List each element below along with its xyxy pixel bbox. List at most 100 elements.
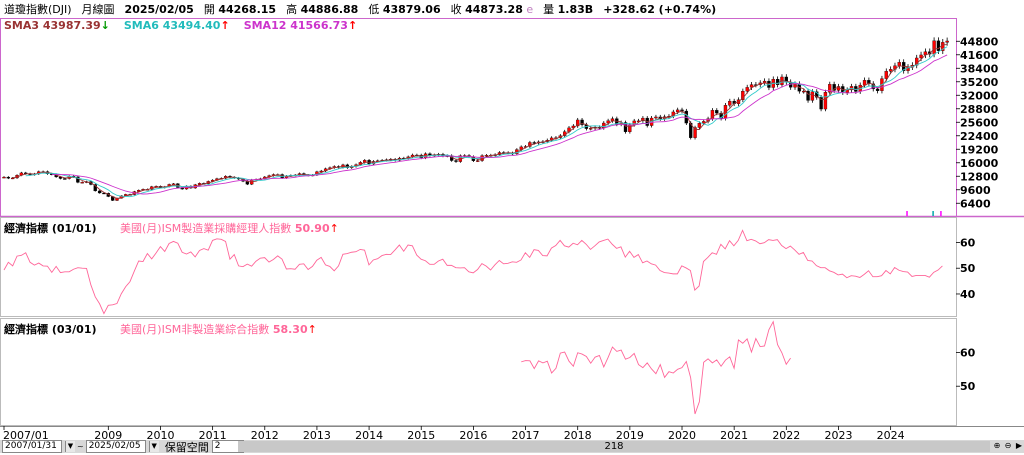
indicator2-frame: [0, 318, 957, 426]
period-label[interactable]: 月線圖: [81, 3, 115, 16]
indicator2-value: 58.30: [272, 323, 308, 336]
candle-body: [454, 160, 458, 162]
volume-bar: [940, 211, 942, 216]
indicator1-panel-label[interactable]: 經濟指標 (01/01): [4, 222, 97, 235]
start-date-value: 2007/01/31: [5, 441, 57, 451]
time-tick-label: 2013: [303, 429, 331, 440]
price-panel-frame: [0, 18, 957, 217]
sma-lines: [12, 44, 948, 199]
price-tick-label: 28800: [960, 103, 999, 116]
candle-body: [819, 97, 823, 110]
candle-body: [806, 90, 810, 101]
volume-value: 1.83B: [557, 3, 594, 16]
candle-body: [93, 184, 97, 192]
time-tick-label: 2010: [146, 429, 174, 440]
indicator1-axis: 60 50 40: [956, 236, 976, 301]
quote-header: 道瓊指數(DJI) 月線圖 2025/02/05 開 44268.15 高 44…: [0, 0, 1024, 18]
end-date-dropdown-icon[interactable]: ▼: [148, 441, 159, 452]
time-tick-label: 2022: [772, 429, 800, 440]
time-tick-label: 2017: [512, 429, 540, 440]
indicator-tick-label: 40: [960, 288, 976, 301]
price-tick-label: 6400: [960, 197, 991, 210]
sma12-legend-text: SMA12 41566.73: [243, 19, 348, 32]
indicator1-value: 50.90: [294, 222, 330, 235]
time-axis: 2007/01 2009 2010 2011 2012 2013 2014 2015 2016 2…: [3, 426, 905, 440]
price-tick-label: 19200: [960, 143, 999, 156]
sma6-line: [25, 46, 948, 198]
time-tick-label: 2012: [251, 429, 279, 440]
indicator-tick-label: 60: [960, 346, 976, 359]
time-tick-label: 2014: [355, 429, 383, 440]
time-scrollbar[interactable]: 218: [238, 441, 990, 452]
indicator-line: [3, 229, 943, 315]
time-tick-label: 2016: [459, 429, 487, 440]
candlestick-series: [2, 37, 949, 202]
start-date-select[interactable]: 2007/01/31: [2, 440, 62, 453]
price-tick-label: 22400: [960, 130, 999, 143]
volume-bar: [906, 211, 908, 216]
low-group: 低 43879.06: [368, 1, 440, 17]
symbol-title[interactable]: 道瓊指數(DJI): [4, 3, 72, 16]
candle-body: [63, 178, 67, 180]
sma6-up-arrow-icon: ↑: [220, 19, 230, 32]
open-value: 44268.15: [218, 3, 277, 16]
candle-body: [11, 177, 15, 180]
candle-body: [532, 142, 536, 144]
indicator2-axis: 60 50: [956, 346, 976, 393]
sma3-legend[interactable]: SMA3 43987.39↓: [4, 19, 110, 32]
sma12-legend[interactable]: SMA12 41566.73↑: [244, 19, 358, 32]
candle-body: [862, 80, 867, 86]
price-tick-label: 44800: [960, 35, 999, 48]
candle-body: [675, 109, 680, 113]
indicator1-frame: [0, 217, 957, 317]
volume-label: 量: [543, 3, 555, 16]
high-label: 高: [286, 3, 298, 16]
end-date-select[interactable]: 2025/02/05: [85, 440, 146, 453]
indicator2-legend: 美國(月)ISM非製造業綜合指數 58.30↑: [120, 321, 317, 337]
candle-body: [936, 40, 941, 51]
candle-body: [802, 90, 806, 93]
sma6-legend[interactable]: SMA6 43494.40↑: [124, 19, 230, 32]
bottom-toolbar: 2007/01/31 ▼ ~ 2025/02/05 ▼ 保留空間 2 ◆ 218…: [0, 440, 1024, 454]
zoom-in-icon[interactable]: ⊕: [993, 441, 1001, 450]
scroll-position: 218: [604, 441, 624, 452]
candle-body: [576, 119, 580, 127]
time-tick-label: 2015: [407, 429, 435, 440]
candle-body: [775, 79, 780, 85]
open-label: 開: [203, 3, 215, 16]
zoom-out-icon[interactable]: ⊖: [1004, 441, 1012, 450]
candle-body: [197, 183, 202, 185]
price-tick-label: 16000: [960, 157, 999, 170]
indicator1-legend: 美國(月)ISM製造業採購經理人指數 50.90↑: [120, 220, 339, 236]
time-tick-label: 2007/01: [3, 429, 49, 440]
start-date-dropdown-icon[interactable]: ▼: [65, 441, 75, 452]
reserve-space-label: 保留空間: [164, 440, 209, 454]
indicator2-panel-label[interactable]: 經濟指標 (03/01): [4, 323, 97, 336]
candle-body: [728, 100, 732, 106]
ism-services-line: [521, 320, 791, 415]
candle-body: [745, 87, 749, 92]
time-tick-label: 2024: [877, 429, 905, 440]
candle-body: [888, 69, 893, 72]
time-tick-label: 2009: [94, 429, 122, 440]
indicator2-up-arrow-icon: ↑: [307, 323, 317, 336]
candle-body: [810, 91, 815, 101]
price-tick-label: 41600: [960, 49, 999, 62]
time-tick-label: 2011: [199, 429, 227, 440]
sma-legend: SMA3 43987.39↓ SMA6 43494.40↑ SMA12 4156…: [4, 19, 357, 32]
candle-body: [897, 62, 901, 66]
candle-body: [2, 176, 6, 179]
price-tick-label: 12800: [960, 170, 999, 183]
high-value: 44886.88: [300, 3, 359, 16]
scroll-right-icon[interactable]: ▶: [1015, 441, 1023, 450]
price-tick-label: 9600: [960, 184, 991, 197]
candle-body: [641, 117, 645, 122]
candle-body: [476, 160, 480, 162]
price-tick-label: 35200: [960, 76, 999, 89]
stock-chart[interactable]: 4480041600384003520032000288002560022400…: [0, 0, 1024, 440]
price-tick-label: 32000: [960, 89, 999, 102]
candle-body: [589, 128, 593, 130]
volume-bar: [932, 211, 934, 216]
time-tick-label: 2019: [616, 429, 644, 440]
time-tick-label: 2021: [720, 429, 748, 440]
